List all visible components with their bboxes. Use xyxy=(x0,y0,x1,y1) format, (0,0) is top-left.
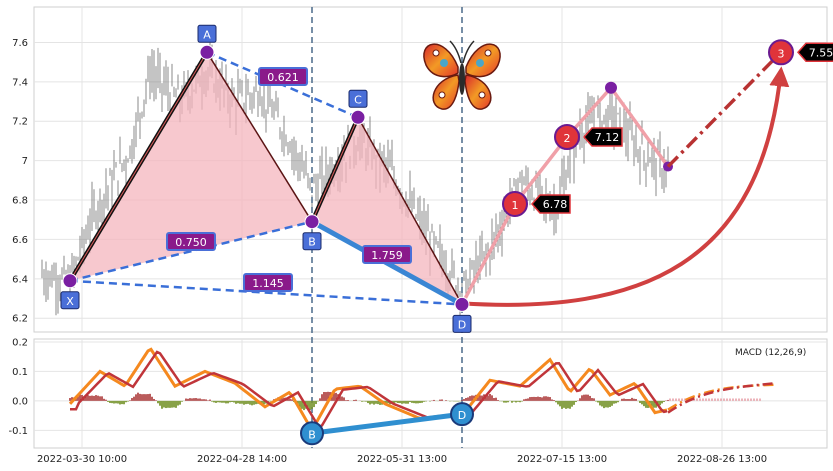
x-tick-label: 2022-07-15 13:00 xyxy=(517,454,607,465)
xa-leg-highlight xyxy=(69,52,208,282)
ratio-line-xb xyxy=(69,220,313,283)
harmonic-pattern: X A B C D 0.621 0.750 1.759 1.145 1 6.78 2 7.12 3 7.55 xyxy=(60,7,833,448)
ab-leg xyxy=(206,51,313,223)
target-1-value: 6.78 xyxy=(543,198,568,211)
y-tick-label: 0.2 xyxy=(12,337,28,348)
target-3-value: 7.55 xyxy=(809,46,833,59)
axis-ticks: 6.2 6.4 6.6 6.8 7 7.2 7.4 7.6 -0.1 0.0 0.1 0.2 2022-… xyxy=(8,38,767,465)
target-3-circle xyxy=(768,39,794,66)
macd-legend-text: MACD (12,26,9) xyxy=(735,348,806,358)
point-label-box-d xyxy=(452,314,472,333)
y-tick-label: 6.8 xyxy=(12,196,28,207)
y-tick-label: 7.4 xyxy=(12,77,28,88)
macd-line xyxy=(68,347,668,431)
macd-point-b-label: B xyxy=(308,428,316,441)
y-tick-label: 6.4 xyxy=(12,274,28,285)
y-tick-label: 7.2 xyxy=(12,117,28,128)
macd-bd-divergence-line xyxy=(311,411,463,436)
ratio-label: 0.621 xyxy=(267,71,299,84)
butterfly-logo xyxy=(423,40,501,110)
point-marker-d xyxy=(454,296,470,312)
projection-peak-marker xyxy=(605,81,617,94)
point-marker-b xyxy=(304,214,320,230)
x-tick-label: 2022-08-26 13:00 xyxy=(677,454,767,465)
macd-indicator: BD xyxy=(68,347,777,446)
macd-point-d-circle xyxy=(450,402,474,427)
bcd-triangle xyxy=(312,117,462,305)
point-label-c: C xyxy=(354,93,362,106)
target-2-circle xyxy=(554,124,580,150)
ratio-line-xd xyxy=(69,279,463,306)
target-arc-arrow xyxy=(461,66,790,307)
target-2-value: 7.12 xyxy=(595,131,620,144)
y-tick-label: 6.2 xyxy=(12,314,28,325)
ratio-label-box xyxy=(362,245,412,264)
ratio-label-box xyxy=(243,273,293,292)
x-tick-label: 2022-03-30 10:00 xyxy=(37,454,127,465)
ratio-label: 0.750 xyxy=(175,236,207,249)
cd-leg xyxy=(357,116,463,305)
point-marker-a xyxy=(199,44,215,60)
macd-point-b-circle xyxy=(300,421,324,446)
ratio-label: 1.145 xyxy=(252,277,284,290)
bc-leg-highlight xyxy=(311,117,359,222)
point-label-x: X xyxy=(66,295,74,308)
target-3-dash-line xyxy=(666,59,775,168)
point-label-a: A xyxy=(203,28,211,41)
ratio-label-box xyxy=(166,232,216,251)
point-label-box-b xyxy=(302,232,322,251)
point-label-b: B xyxy=(308,236,316,249)
point-label-d: D xyxy=(458,318,466,331)
x-tick-label: 2022-05-31 13:00 xyxy=(357,454,447,465)
point-label-box-a xyxy=(197,24,217,43)
y-tick-label: 0.0 xyxy=(12,396,28,407)
y-tick-label: 0.1 xyxy=(12,367,28,378)
signal-line xyxy=(70,350,668,429)
point-label-box-c xyxy=(348,89,368,108)
ratio-label: 1.759 xyxy=(371,249,403,262)
point-marker-x xyxy=(62,273,78,289)
macd-point-d-label: D xyxy=(458,409,466,422)
y-tick-label: 7.6 xyxy=(12,38,28,49)
y-tick-label: -0.1 xyxy=(8,426,28,437)
target-1-value-box xyxy=(530,194,571,214)
y-tick-label: 7 xyxy=(22,156,28,167)
xab-triangle xyxy=(70,52,312,281)
target-2-value-box xyxy=(582,127,623,147)
point-label-box-x xyxy=(60,291,80,310)
ratio-label-box xyxy=(258,67,308,86)
target-3-number: 3 xyxy=(778,47,785,60)
x-tick-label: 2022-04-28 14:00 xyxy=(197,454,287,465)
target-3-value-box xyxy=(796,42,833,63)
target-1-circle xyxy=(502,190,528,217)
point-marker-c xyxy=(350,109,366,125)
y-tick-label: 6.6 xyxy=(12,235,28,246)
target-2-number: 2 xyxy=(564,132,571,145)
target-1-number: 1 xyxy=(512,199,519,212)
